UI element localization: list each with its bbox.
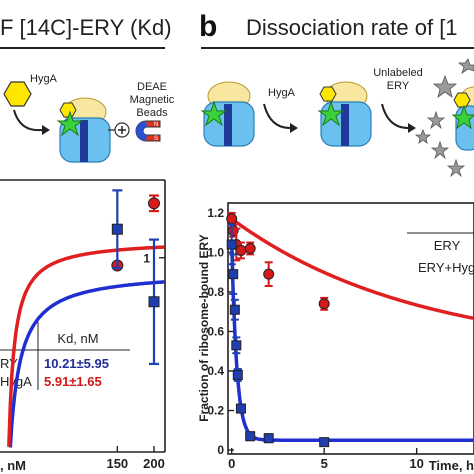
kd-table-header: Kd, nM <box>57 331 98 346</box>
data-point-ery <box>226 239 237 250</box>
unlabeled-ery-star-icon-6 <box>414 128 432 144</box>
fit-curve-ery-hyga-left <box>8 280 165 448</box>
right-x-tick-label: 10 <box>409 456 423 471</box>
right-chart: Fraction of ribosome-bound ERY Time, h 0… <box>197 202 474 473</box>
data-point-ery-hyga <box>263 268 275 280</box>
data-point-ery-hyga <box>244 242 256 254</box>
right-y-tick-label: 0 <box>217 443 224 457</box>
data-point-ery-hyga <box>318 298 330 310</box>
beads-label-1: DEAE <box>137 81 167 93</box>
ery-star-icon-b2 <box>317 100 345 127</box>
fit-curve-ery-hyga-right <box>230 217 474 320</box>
data-point-ery-hyga <box>226 213 238 225</box>
kd-row-1-value: 10.21±5.95 <box>44 356 109 371</box>
arrow-curve-b2 <box>381 103 409 129</box>
kd-row-1-label: RY <box>0 356 18 371</box>
fit-curve-ery-left <box>7 245 165 447</box>
left-x-tick-label: 150 <box>106 456 128 471</box>
unlabeled-ery-star-icon-3 <box>426 110 446 130</box>
ery-star-icon-b1 <box>200 100 228 127</box>
unlabeled-ery-star-icon-2 <box>457 58 474 74</box>
magnet-s-label: S <box>154 136 158 142</box>
ribosome-tunnel-b1 <box>224 104 232 146</box>
right-y-tick-label: 1.0 <box>207 245 224 259</box>
beads-label-2: Magnetic <box>130 94 175 106</box>
right-xlabel: Time, h <box>429 458 474 473</box>
arrow-head-b2 <box>408 123 416 133</box>
hyga-on-ribosome-icon-b3 <box>453 92 471 108</box>
data-point-ery <box>148 197 160 210</box>
kd-row-2-value: 5.91±1.65 <box>44 374 102 389</box>
arrow-curve-left <box>13 109 43 132</box>
arrow-head-b1 <box>290 123 298 133</box>
data-point-ery <box>232 369 243 380</box>
right-ylabel: Fraction of ribosome-bound ERY <box>197 234 211 422</box>
arrow-head-left <box>42 125 50 135</box>
data-point-ery <box>235 403 246 414</box>
data-point-ery-hyga <box>235 244 247 256</box>
unlabeled-ery-star-icon-4 <box>430 140 450 160</box>
data-point-ery <box>245 431 256 442</box>
hyga-label-right: HygA <box>268 87 296 99</box>
right-y-tick-label: 0.6 <box>207 324 224 338</box>
legend-line-2: ERY+HygA <box>418 260 474 275</box>
hyga-on-ribosome-icon <box>59 102 77 118</box>
left-schematic: HygA DEAE Magnetic Beads N S <box>3 73 175 163</box>
right-plot-frame <box>227 202 474 455</box>
legend-line-1: ERY <box>434 238 461 253</box>
ery-star-icon-b3 <box>451 104 474 130</box>
left-xlabel: , nM <box>0 458 26 473</box>
ery-star-icon <box>56 110 84 137</box>
magnet-blue-half <box>136 121 147 141</box>
right-schematic: HygA Unlabeled ERY <box>200 58 474 178</box>
data-point-ery-hyga <box>148 296 160 308</box>
unlabeled-label-2: ERY <box>387 80 410 92</box>
ribosome-tunnel-b2 <box>341 104 349 146</box>
hyga-on-ribosome-icon-b2 <box>319 86 337 102</box>
left-y-tick-label: 1 <box>143 252 150 266</box>
left-x-tick-label: 200 <box>143 456 165 471</box>
magnet-n-label: N <box>154 122 158 128</box>
left-panel-title: F [14C]-ERY (Kd) <box>0 15 172 40</box>
right-y-tick-label: 0.8 <box>207 285 224 299</box>
unlabeled-label-1: Unlabeled <box>373 67 423 79</box>
data-point-ery <box>231 340 242 351</box>
right-y-tick-label: 0.2 <box>207 404 224 418</box>
hyga-hexagon-icon <box>3 81 32 107</box>
hyga-label-left: HygA <box>30 73 58 85</box>
data-point-ery <box>263 433 274 444</box>
unlabeled-ery-star-icon-5 <box>446 158 466 178</box>
right-panel-title: Dissociation rate of [1 <box>246 15 458 40</box>
right-x-tick-label: 5 <box>321 456 328 471</box>
unlabeled-ery-star-icon <box>432 74 458 98</box>
data-point-ery <box>228 269 239 280</box>
panel-b-letter: b <box>199 10 217 43</box>
data-point-ery <box>319 437 330 448</box>
data-point-ery-hyga <box>111 223 123 235</box>
ribosome-tunnel <box>80 120 88 162</box>
right-x-tick-label: 0 <box>228 456 235 471</box>
beads-label-3: Beads <box>136 107 168 119</box>
right-y-tick-label: 1.2 <box>207 206 224 220</box>
data-point-ery <box>229 304 240 315</box>
arrow-curve-b1 <box>263 103 291 129</box>
right-y-tick-label: 0.4 <box>207 364 224 378</box>
